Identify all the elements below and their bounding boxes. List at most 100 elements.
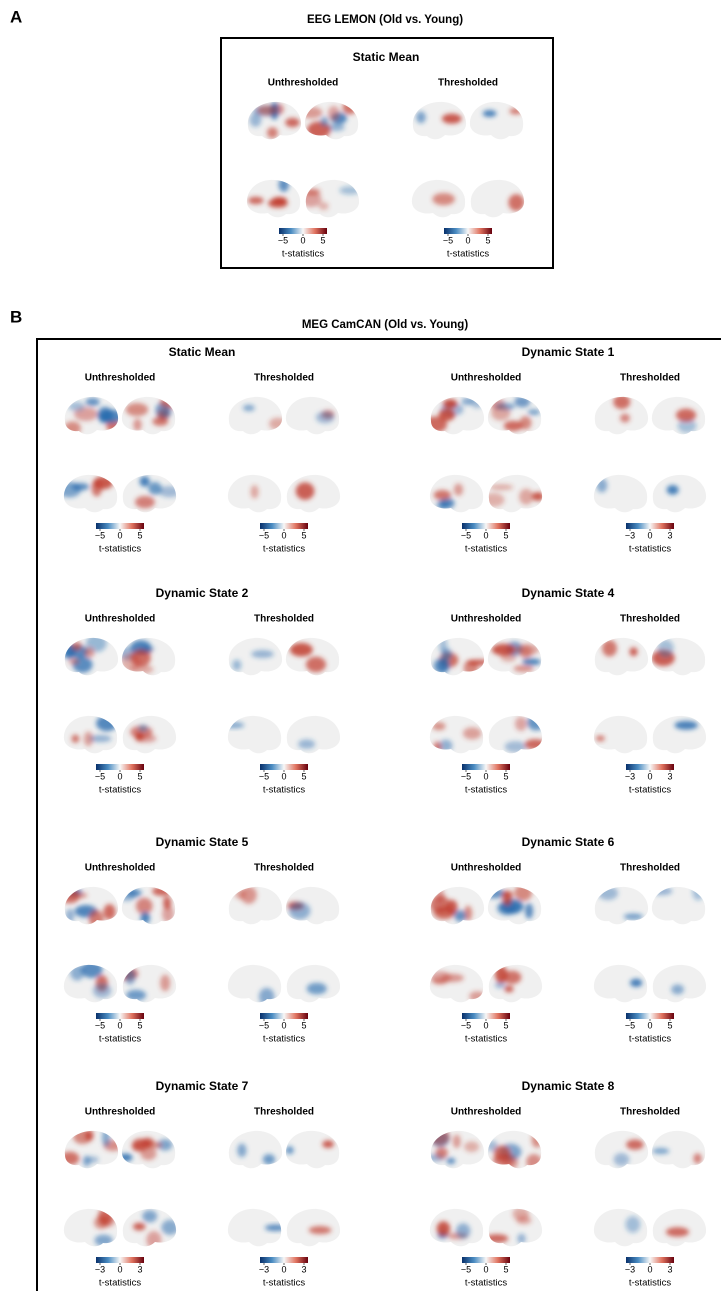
colorbar <box>626 1257 674 1263</box>
activation-blob <box>138 724 148 731</box>
brain <box>64 961 117 1002</box>
colorbar-label: t-statistics <box>263 1034 305 1045</box>
activation-blob <box>298 739 315 749</box>
panel-label: A <box>10 7 22 26</box>
colorbar <box>96 523 144 529</box>
activation-blob <box>339 186 360 194</box>
activation-blob <box>484 888 505 898</box>
brain <box>430 1209 483 1246</box>
brain <box>652 1131 705 1168</box>
activation-blob <box>508 194 524 211</box>
colorbar-tick-label: 5 <box>503 530 508 540</box>
brain <box>652 397 705 434</box>
activation-blob <box>437 658 450 672</box>
brain <box>300 100 358 139</box>
activation-blob <box>290 643 313 657</box>
activation-blob <box>602 640 617 657</box>
brain <box>229 1131 282 1168</box>
activation-blob <box>269 418 287 430</box>
brain <box>119 1131 175 1168</box>
activation-blob <box>160 407 172 418</box>
colorbar-tick-label: 3 <box>667 1264 672 1274</box>
activation-blob <box>71 642 82 651</box>
activation <box>667 485 679 495</box>
activation-blob <box>463 727 481 739</box>
brain <box>489 965 542 1002</box>
block-title: Dynamic State 1 <box>522 345 615 359</box>
activation-blob <box>432 978 446 984</box>
map-label: Thresholded <box>254 614 314 625</box>
brain <box>489 715 546 754</box>
activation-blob <box>125 969 136 985</box>
brain <box>229 397 287 434</box>
activation-blob <box>693 1153 701 1163</box>
activation-blob <box>532 492 544 501</box>
activation-blob <box>285 1146 293 1154</box>
brain <box>470 102 523 139</box>
activation <box>596 478 607 492</box>
colorbar-tick-label: 0 <box>465 235 470 245</box>
activation-blob <box>320 117 328 127</box>
activation-blob <box>102 1129 110 1147</box>
brain <box>123 716 176 753</box>
activation-blob <box>328 106 340 121</box>
activation <box>652 640 675 667</box>
colorbar-label: t-statistics <box>629 1278 671 1289</box>
activation-blob <box>251 485 259 498</box>
colorbar-tick-label: −5 <box>461 530 471 540</box>
colorbar-tick-label: 0 <box>647 530 652 540</box>
activation-blob <box>416 111 426 123</box>
brain <box>653 716 706 753</box>
map-label: Thresholded <box>620 863 680 874</box>
brain-surface <box>594 716 647 753</box>
colorbar-tick-label: 0 <box>281 1264 286 1274</box>
activation-blob <box>92 479 103 496</box>
brain <box>430 965 486 1002</box>
activation-blob <box>68 658 79 665</box>
activation <box>671 984 684 994</box>
colorbar-tick-label: −5 <box>259 530 269 540</box>
block-title: Dynamic State 2 <box>156 586 249 600</box>
activation-blob <box>306 657 326 673</box>
brain <box>228 965 281 1005</box>
brain <box>229 638 282 675</box>
colorbar-label: t-statistics <box>99 1034 141 1045</box>
colorbar-tick-label: 5 <box>301 1020 306 1030</box>
brain <box>117 886 175 924</box>
activation-blob <box>159 486 181 497</box>
map-label: Thresholded <box>620 373 680 384</box>
activation-blob <box>140 912 150 924</box>
colorbar-label: t-statistics <box>263 544 305 555</box>
activation-blob <box>464 1141 479 1152</box>
colorbar-tick-label: −5 <box>95 1020 105 1030</box>
activation-blob <box>94 1235 112 1247</box>
activation-blob <box>142 1210 157 1222</box>
brain <box>247 177 300 217</box>
brain <box>595 1131 648 1168</box>
colorbar <box>96 1013 144 1019</box>
activation <box>298 739 315 749</box>
activation-blob <box>296 482 315 500</box>
brain <box>285 1131 339 1168</box>
activation-blob <box>489 484 513 490</box>
activation-blob <box>89 910 104 927</box>
activation-blob <box>304 188 320 195</box>
map-label: Unthresholded <box>451 1107 522 1118</box>
colorbar <box>462 523 510 529</box>
activation-blob <box>237 1143 246 1157</box>
activation <box>224 722 244 728</box>
activation-blob <box>135 734 157 743</box>
brain <box>431 638 490 676</box>
brain <box>595 395 648 435</box>
colorbar-label: t-statistics <box>99 785 141 796</box>
map-label: Unthresholded <box>85 614 156 625</box>
brain <box>229 886 282 924</box>
colorbar-label: t-statistics <box>629 785 671 796</box>
activation-blob <box>516 644 539 655</box>
activation-blob <box>527 715 545 731</box>
brain <box>413 102 466 139</box>
brain <box>595 886 648 924</box>
brain <box>423 395 484 434</box>
activation-blob <box>257 105 277 115</box>
activation-blob <box>70 965 84 981</box>
